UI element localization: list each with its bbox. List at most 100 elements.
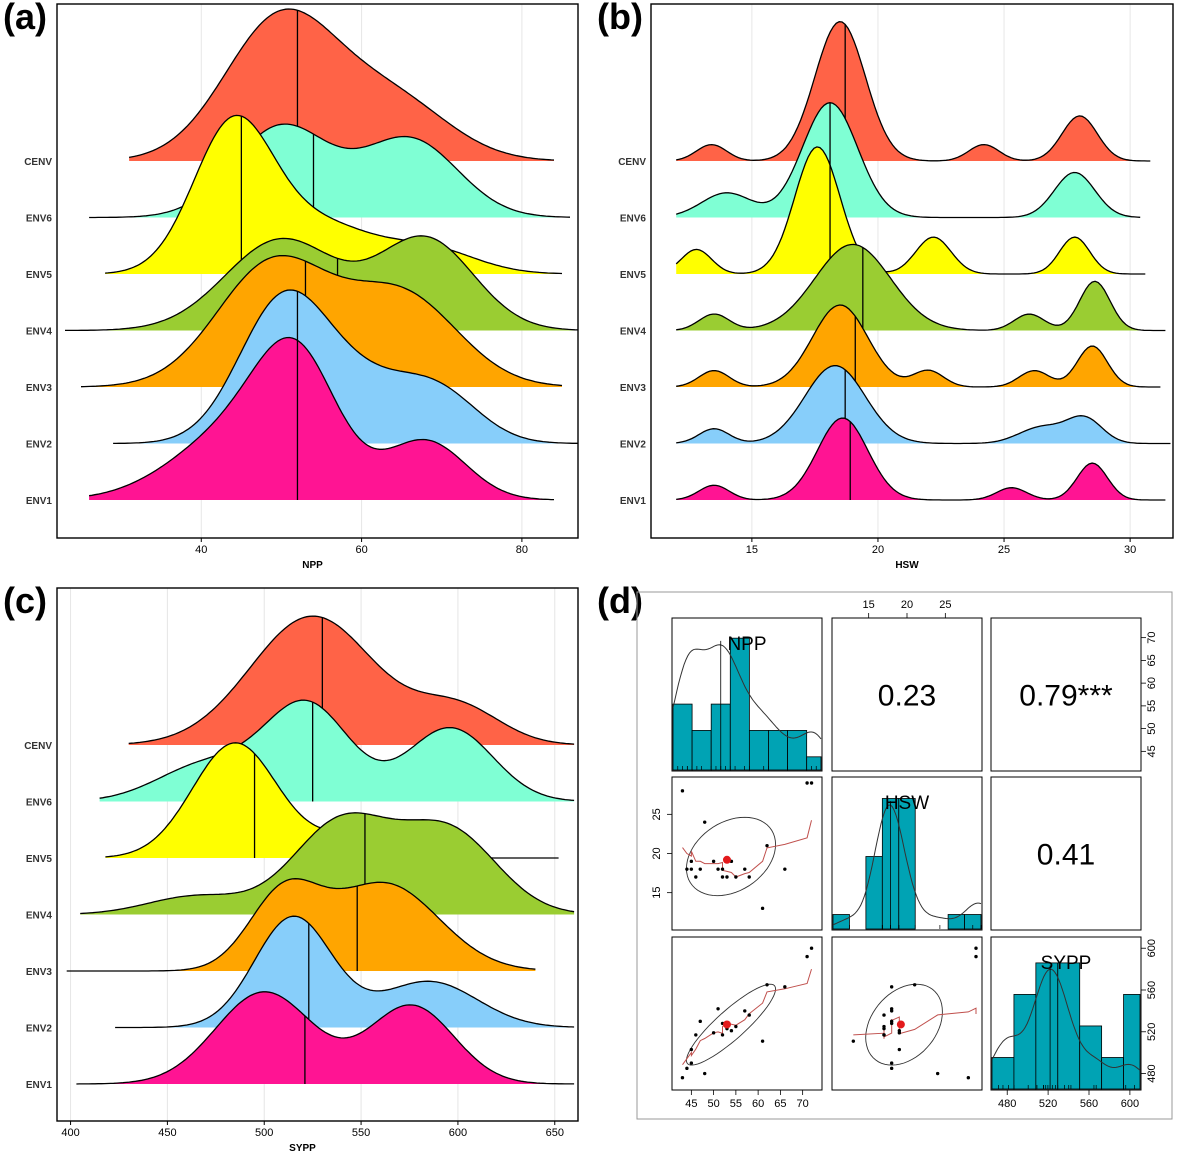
hist-bar <box>898 798 916 930</box>
ridge-outline <box>128 615 575 745</box>
y-tick-label: 560 <box>1146 981 1158 999</box>
panel-frame <box>56 587 579 1122</box>
data-point <box>889 1061 894 1065</box>
ridge-outline <box>676 417 1166 501</box>
data-point <box>935 1071 940 1076</box>
ridge-outline <box>80 254 563 388</box>
data-point <box>734 1024 738 1029</box>
ridge-cenv <box>676 21 1151 162</box>
ridgeline-panel-sypp: ENV1 ENV2 ENV3 ENV4 ENV5 ENV6 CENV 400 450 500 550… <box>24 587 579 1154</box>
x-tick-label: 50 <box>707 1098 719 1110</box>
data-point <box>703 1071 707 1076</box>
y-tick-label: ENV3 <box>26 383 53 394</box>
data-point <box>966 1076 971 1080</box>
variable-label: NPP <box>727 634 766 655</box>
data-point <box>747 875 751 879</box>
cell-npp-npp: NPP <box>671 617 823 772</box>
data-point <box>783 867 787 871</box>
ridge-outline <box>113 289 578 445</box>
x-tick-label: 60 <box>752 1098 764 1110</box>
data-point <box>765 843 769 848</box>
ridge-fill <box>80 812 575 915</box>
data-point <box>889 1066 894 1071</box>
hist-bar <box>1079 1025 1103 1090</box>
ridge-outline <box>105 114 563 275</box>
ridge-fill <box>676 244 1166 331</box>
ridge-env1 <box>89 336 555 501</box>
data-point <box>760 1039 765 1043</box>
ridge-env5 <box>675 146 1146 275</box>
x-tick-label: 60 <box>355 544 367 556</box>
data-point <box>974 946 978 950</box>
y-tick-label: 60 <box>1146 677 1158 689</box>
ridge-env1 <box>676 417 1166 501</box>
cell-sypp-sypp: SYPP <box>990 936 1142 1091</box>
cell-npp-hsw: 0.23 <box>831 617 983 772</box>
x-tick-label: 25 <box>939 599 951 611</box>
y-tick-label: ENV6 <box>26 214 53 225</box>
y-tick-label: ENV3 <box>26 967 53 978</box>
data-point <box>897 1029 902 1033</box>
cell-frame <box>831 936 983 1091</box>
ridge-outline <box>66 878 536 972</box>
data-point <box>912 983 917 987</box>
density-curve <box>991 968 1141 1071</box>
hist-bar <box>672 703 693 771</box>
data-point <box>716 867 720 871</box>
x-tick-label: 80 <box>516 544 528 556</box>
y-tick-label: 65 <box>1146 654 1158 666</box>
data-point <box>685 867 689 871</box>
y-tick-label: ENV6 <box>26 798 53 809</box>
x-tick-label: 55 <box>730 1098 742 1110</box>
hist-bar <box>1123 994 1141 1090</box>
data-point <box>743 867 747 871</box>
data-point <box>889 1021 894 1026</box>
data-point <box>809 946 814 950</box>
x-tick-label: 40 <box>195 544 207 556</box>
x-tick-label: 480 <box>998 1098 1016 1110</box>
hist-bar <box>1101 1057 1124 1090</box>
correlation-value: 0.79*** <box>1019 680 1113 713</box>
loess-line <box>682 968 812 1065</box>
y-tick-label: 520 <box>1146 1023 1158 1041</box>
x-tick-label: 45 <box>685 1098 697 1110</box>
ridge-outline <box>89 336 554 501</box>
hist-bar <box>947 914 965 930</box>
y-tick-label: 600 <box>1146 939 1158 957</box>
ridge-outline <box>128 8 555 161</box>
cell-frame <box>990 776 1142 931</box>
ridge-outline <box>676 21 1151 162</box>
data-point <box>689 867 694 871</box>
data-point <box>689 859 694 864</box>
x-axis-label: SYPP <box>289 1143 316 1154</box>
data-point <box>851 1039 856 1043</box>
y-tick-label: ENV2 <box>26 1024 53 1035</box>
data-point <box>805 781 809 785</box>
ridge-cenv <box>128 8 555 161</box>
data-point <box>694 1033 698 1037</box>
data-point <box>783 985 787 989</box>
x-tick-label: 400 <box>61 1127 79 1139</box>
correlation-ellipse <box>865 983 943 1066</box>
x-tick-label: 25 <box>998 544 1010 556</box>
panel-frame <box>56 3 579 539</box>
y-tick-label: 50 <box>1146 722 1158 734</box>
x-tick-label: 15 <box>746 544 758 556</box>
ridge-cenv <box>128 615 575 745</box>
ridge-fill <box>105 742 559 858</box>
x-tick-label: 450 <box>158 1127 176 1139</box>
data-point <box>889 1009 894 1013</box>
y-tick-label: 55 <box>1146 700 1158 712</box>
ridge-outline <box>99 699 575 802</box>
data-point <box>734 875 738 879</box>
ridge-outline <box>676 243 1166 332</box>
density-curve <box>832 804 982 926</box>
ridge-outline <box>676 365 1171 445</box>
mean-point <box>722 855 731 864</box>
data-point <box>716 1007 720 1011</box>
data-point <box>720 1033 725 1037</box>
hist-bar <box>691 730 712 771</box>
data-point <box>805 954 809 959</box>
y-tick-label: ENV2 <box>26 440 53 451</box>
data-point <box>685 1066 689 1071</box>
